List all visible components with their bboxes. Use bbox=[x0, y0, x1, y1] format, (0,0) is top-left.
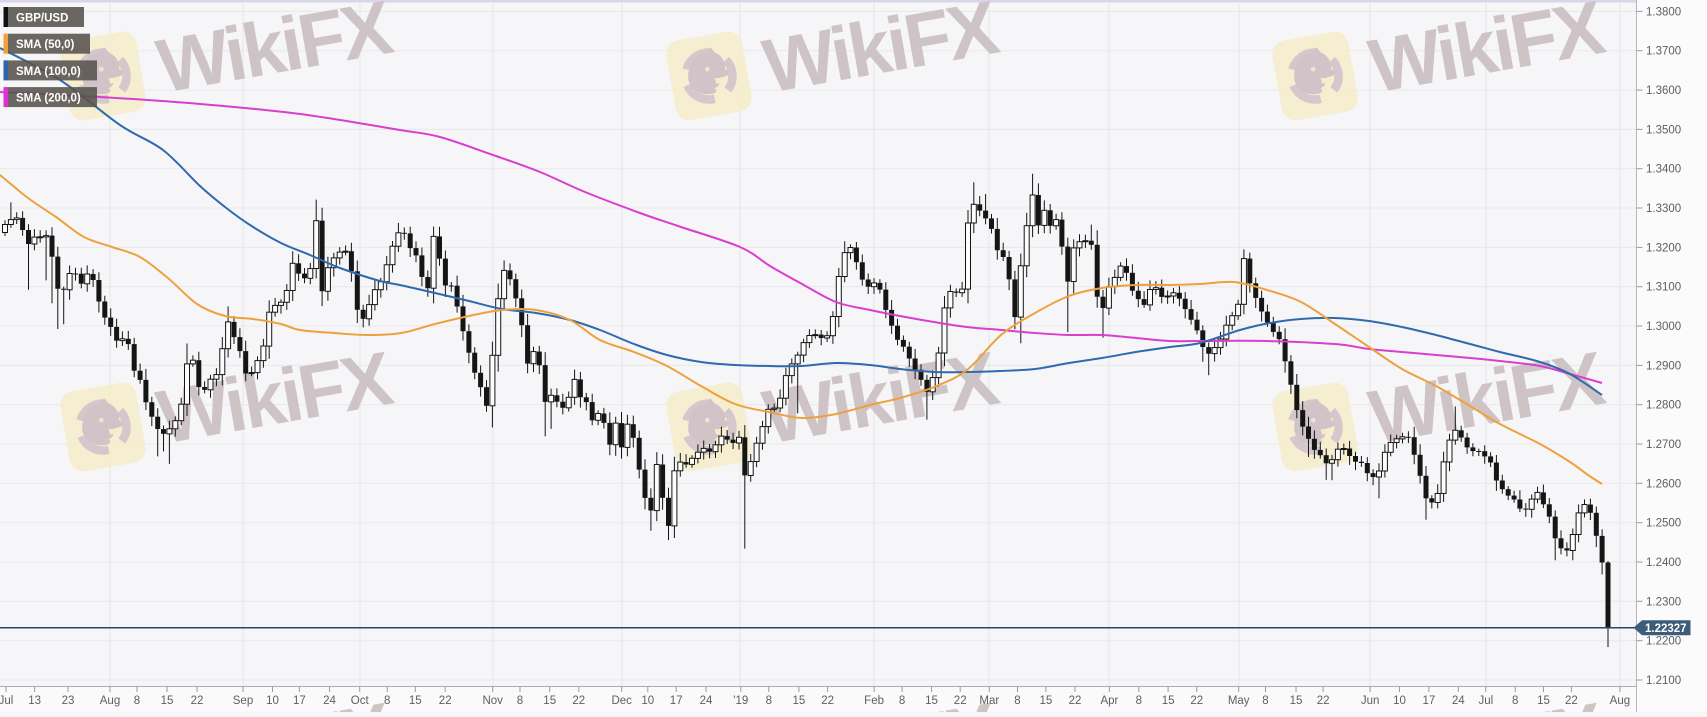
svg-text:Sep: Sep bbox=[233, 695, 253, 707]
svg-text:May: May bbox=[1228, 695, 1250, 707]
svg-text:1.2600: 1.2600 bbox=[1646, 478, 1681, 490]
svg-text:Oct: Oct bbox=[351, 695, 370, 707]
svg-text:24: 24 bbox=[323, 695, 336, 707]
svg-text:8: 8 bbox=[766, 695, 772, 707]
svg-text:8: 8 bbox=[517, 695, 523, 707]
svg-text:1.2200: 1.2200 bbox=[1646, 636, 1681, 648]
svg-text:1.2500: 1.2500 bbox=[1646, 518, 1681, 530]
svg-text:Apr: Apr bbox=[1100, 695, 1118, 707]
svg-text:15: 15 bbox=[1290, 695, 1303, 707]
svg-text:Jul: Jul bbox=[0, 695, 13, 707]
svg-text:22: 22 bbox=[1190, 695, 1203, 707]
svg-text:8: 8 bbox=[1512, 695, 1518, 707]
svg-text:15: 15 bbox=[1537, 695, 1550, 707]
svg-text:10: 10 bbox=[1393, 695, 1406, 707]
svg-text:22: 22 bbox=[439, 695, 452, 707]
svg-text:10: 10 bbox=[641, 695, 654, 707]
svg-text:1.3000: 1.3000 bbox=[1646, 321, 1681, 333]
svg-text:SMA (100,0): SMA (100,0) bbox=[16, 66, 81, 78]
svg-text:1.3600: 1.3600 bbox=[1646, 85, 1681, 97]
svg-text:GBP/USD: GBP/USD bbox=[16, 13, 68, 25]
svg-text:15: 15 bbox=[793, 695, 806, 707]
svg-text:Aug: Aug bbox=[100, 695, 120, 707]
svg-text:13: 13 bbox=[28, 695, 41, 707]
svg-text:Dec: Dec bbox=[611, 695, 632, 707]
svg-text:1.22327: 1.22327 bbox=[1645, 623, 1687, 635]
svg-text:Feb: Feb bbox=[864, 695, 884, 707]
svg-text:1.2400: 1.2400 bbox=[1646, 557, 1681, 569]
svg-text:8: 8 bbox=[899, 695, 905, 707]
svg-text:1.2100: 1.2100 bbox=[1646, 675, 1681, 687]
svg-text:1.3500: 1.3500 bbox=[1646, 124, 1681, 136]
svg-text:24: 24 bbox=[700, 695, 713, 707]
svg-text:17: 17 bbox=[293, 695, 306, 707]
svg-text:17: 17 bbox=[670, 695, 683, 707]
svg-text:22: 22 bbox=[821, 695, 834, 707]
svg-text:Nov: Nov bbox=[482, 695, 503, 707]
svg-text:SMA (50,0): SMA (50,0) bbox=[16, 39, 75, 51]
svg-text:'19: '19 bbox=[733, 695, 748, 707]
svg-text:22: 22 bbox=[1069, 695, 1082, 707]
svg-text:10: 10 bbox=[266, 695, 279, 707]
svg-text:22: 22 bbox=[954, 695, 967, 707]
svg-text:1.3700: 1.3700 bbox=[1646, 46, 1681, 58]
svg-text:8: 8 bbox=[1136, 695, 1142, 707]
svg-text:8: 8 bbox=[1262, 695, 1268, 707]
svg-text:1.3200: 1.3200 bbox=[1646, 242, 1681, 254]
svg-text:Mar: Mar bbox=[979, 695, 999, 707]
svg-text:15: 15 bbox=[543, 695, 556, 707]
svg-text:Jul: Jul bbox=[1478, 695, 1493, 707]
svg-text:23: 23 bbox=[62, 695, 75, 707]
svg-text:15: 15 bbox=[161, 695, 174, 707]
svg-text:1.3800: 1.3800 bbox=[1646, 6, 1681, 18]
svg-text:8: 8 bbox=[384, 695, 390, 707]
svg-text:22: 22 bbox=[572, 695, 585, 707]
svg-text:1.2300: 1.2300 bbox=[1646, 596, 1681, 608]
svg-text:1.3100: 1.3100 bbox=[1646, 282, 1681, 294]
svg-text:SMA (200,0): SMA (200,0) bbox=[16, 93, 81, 105]
svg-text:1.2700: 1.2700 bbox=[1646, 439, 1681, 451]
svg-text:Jun: Jun bbox=[1361, 695, 1380, 707]
svg-text:15: 15 bbox=[1162, 695, 1175, 707]
svg-text:24: 24 bbox=[1452, 695, 1465, 707]
svg-text:Aug: Aug bbox=[1610, 695, 1630, 707]
svg-text:8: 8 bbox=[1014, 695, 1020, 707]
svg-text:1.2900: 1.2900 bbox=[1646, 360, 1681, 372]
svg-text:22: 22 bbox=[1317, 695, 1330, 707]
svg-text:8: 8 bbox=[134, 695, 140, 707]
svg-text:1.3300: 1.3300 bbox=[1646, 203, 1681, 215]
svg-text:1.2800: 1.2800 bbox=[1646, 400, 1681, 412]
svg-text:22: 22 bbox=[191, 695, 204, 707]
svg-text:17: 17 bbox=[1423, 695, 1436, 707]
svg-text:15: 15 bbox=[925, 695, 938, 707]
svg-text:1.3400: 1.3400 bbox=[1646, 164, 1681, 176]
svg-text:15: 15 bbox=[409, 695, 422, 707]
svg-text:15: 15 bbox=[1040, 695, 1053, 707]
svg-text:22: 22 bbox=[1565, 695, 1578, 707]
